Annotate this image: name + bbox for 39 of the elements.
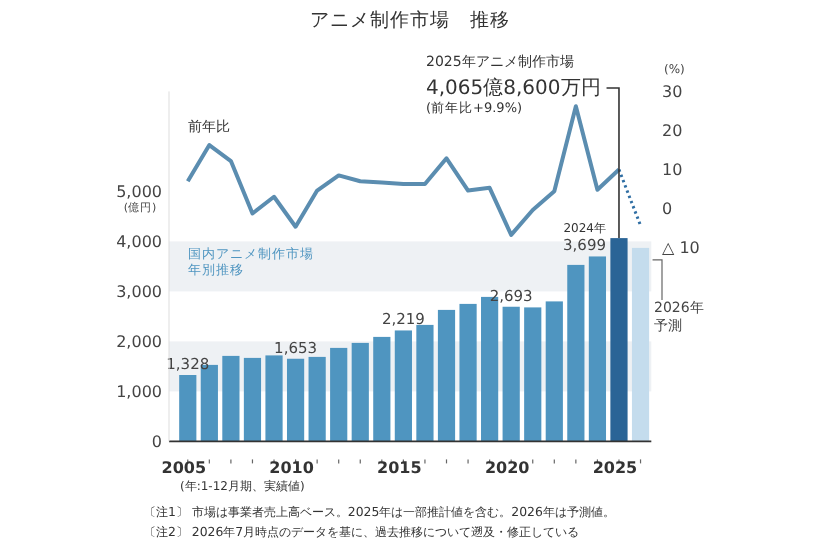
y-tick-label: 2,000 xyxy=(116,333,162,352)
bar xyxy=(265,355,283,442)
bar xyxy=(588,256,607,442)
x-tick-label: 2025 xyxy=(592,459,639,478)
bar xyxy=(545,301,563,442)
bar xyxy=(243,357,262,442)
bar xyxy=(286,358,305,442)
y2-tick-label: 20 xyxy=(662,122,683,141)
line-series xyxy=(185,104,621,237)
bar xyxy=(222,355,240,442)
bar xyxy=(567,264,585,442)
bar xyxy=(373,336,391,442)
bar xyxy=(179,375,197,442)
x-tick-label: 2015 xyxy=(377,459,423,478)
bar xyxy=(351,342,369,442)
x-tick-label: 2005 xyxy=(161,459,207,478)
y-tick-label: 1,000 xyxy=(116,383,162,402)
bar xyxy=(308,356,326,442)
y-tick-label: 3,000 xyxy=(116,283,162,302)
y2-tick-label: 10 xyxy=(662,161,683,180)
bar xyxy=(394,330,412,442)
bar xyxy=(524,307,542,442)
x-tick-label: 2020 xyxy=(484,459,531,478)
annotation: 4,065億8,600万円 xyxy=(426,76,601,100)
bar xyxy=(459,303,477,442)
bar xyxy=(610,238,628,442)
y-tick-label: 0 xyxy=(151,433,162,452)
y-tick-label: 5,000 xyxy=(116,183,162,202)
chart-title: アニメ制作市場 推移 xyxy=(310,8,510,32)
x-tick-label: 2010 xyxy=(269,459,315,478)
y-tick-label: 4,000 xyxy=(116,233,162,252)
y2-tick-label: 30 xyxy=(662,83,683,102)
bar xyxy=(631,247,650,442)
bar xyxy=(330,347,348,442)
y2-tick-label: △ 10 xyxy=(662,238,700,257)
bar xyxy=(416,324,434,442)
y2-tick-label: 0 xyxy=(662,200,673,219)
bar xyxy=(437,309,456,442)
bar xyxy=(502,306,520,442)
